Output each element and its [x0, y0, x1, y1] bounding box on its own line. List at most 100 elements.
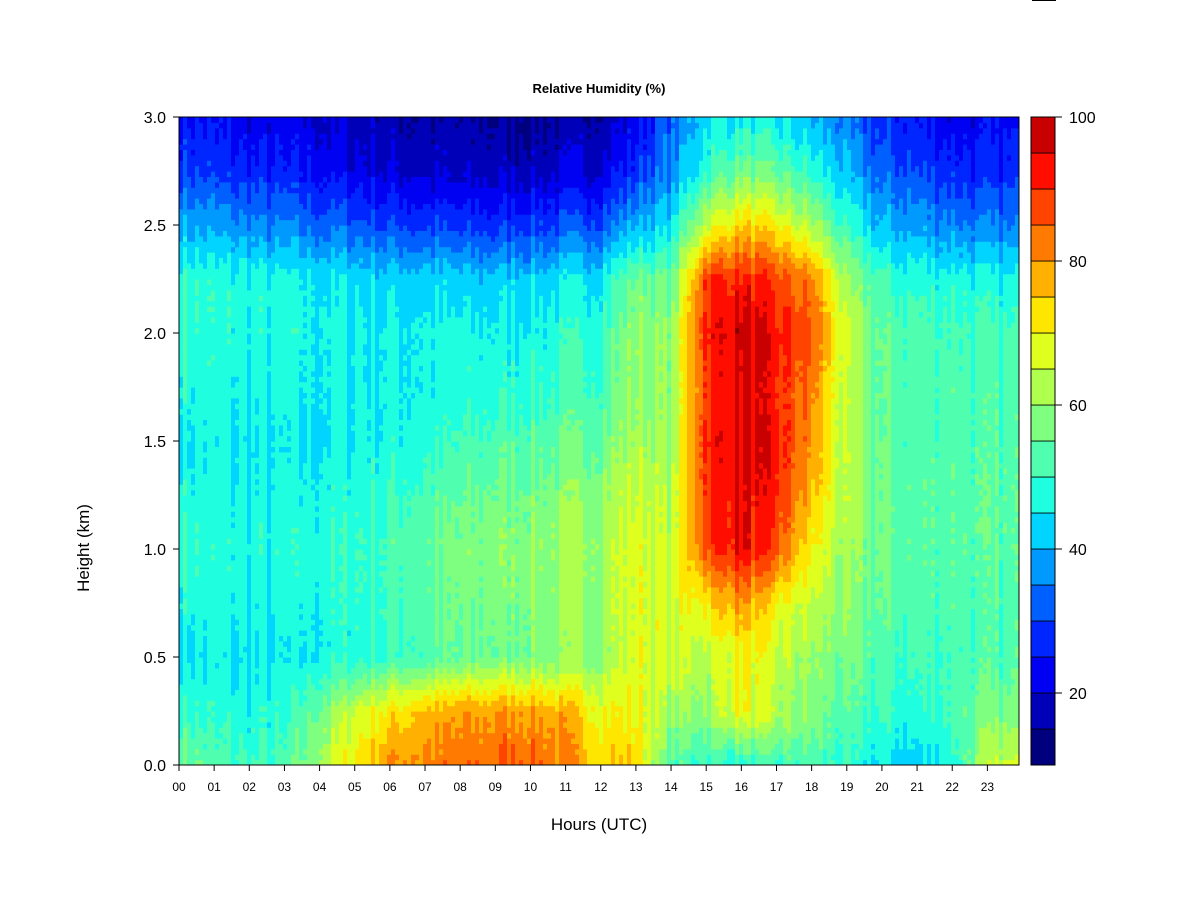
heatmap-cell — [259, 279, 264, 285]
heatmap-cell — [191, 360, 196, 366]
heatmap-cell — [295, 117, 300, 123]
heatmap-cell — [307, 133, 312, 140]
heatmap-cell — [299, 635, 304, 642]
heatmap-cell — [271, 586, 276, 593]
heatmap-cell — [179, 457, 184, 464]
heatmap-cell — [219, 651, 224, 658]
heatmap-cell — [319, 214, 324, 221]
heatmap-cell — [223, 273, 228, 280]
heatmap-cell — [287, 289, 292, 296]
heatmap-cell — [183, 176, 188, 183]
heatmap-cell — [259, 495, 264, 501]
heatmap-cell — [235, 198, 240, 204]
heatmap-cell — [339, 203, 344, 210]
heatmap-cell — [303, 484, 308, 491]
heatmap-cell — [231, 549, 236, 555]
heatmap-cell — [331, 289, 336, 296]
heatmap-cell — [223, 122, 228, 129]
heatmap-cell — [323, 657, 328, 663]
heatmap-cell — [239, 635, 244, 642]
heatmap-cell — [339, 316, 344, 323]
heatmap-cell — [207, 219, 212, 226]
heatmap-cell — [259, 327, 264, 334]
heatmap-cell — [271, 176, 276, 183]
heatmap-cell — [343, 559, 348, 566]
heatmap-cell — [235, 133, 240, 140]
heatmap-cell — [267, 198, 272, 204]
heatmap-cell — [279, 349, 284, 356]
heatmap-cell — [339, 694, 344, 701]
heatmap-cell — [279, 684, 284, 690]
heatmap-cell — [215, 694, 220, 701]
heatmap-cell — [311, 392, 316, 399]
heatmap-cell — [323, 322, 328, 329]
heatmap-cell — [183, 252, 188, 258]
heatmap-cell — [251, 279, 256, 285]
heatmap-cell — [223, 759, 228, 765]
heatmap-cell — [299, 376, 304, 383]
heatmap-cell — [323, 473, 328, 480]
heatmap-cell — [231, 592, 236, 599]
heatmap-cell — [219, 154, 224, 161]
heatmap-cell — [251, 306, 256, 312]
heatmap-cell — [219, 743, 224, 750]
heatmap-cell — [247, 354, 252, 361]
heatmap-cell — [331, 144, 336, 150]
heatmap-cell — [263, 176, 268, 183]
heatmap-cell — [339, 187, 344, 194]
heatmap-cell — [303, 327, 308, 334]
heatmap-cell — [331, 511, 336, 518]
heatmap-cell — [295, 586, 300, 593]
heatmap-cell — [331, 689, 336, 696]
heatmap-cell — [299, 613, 304, 620]
heatmap-cell — [319, 160, 324, 167]
heatmap-cell — [255, 133, 260, 140]
heatmap-cell — [339, 446, 344, 453]
heatmap-cell — [255, 273, 260, 280]
heatmap-cell — [187, 235, 192, 242]
heatmap-cell — [239, 630, 244, 636]
heatmap-cell — [227, 387, 232, 393]
heatmap-cell — [215, 181, 220, 188]
heatmap-cell — [259, 117, 264, 123]
heatmap-cell — [271, 451, 276, 458]
heatmap-cell — [191, 154, 196, 161]
heatmap-cell — [203, 360, 208, 366]
heatmap-cell — [323, 284, 328, 291]
heatmap-cell — [211, 354, 216, 361]
heatmap-cell — [219, 333, 224, 339]
heatmap-cell — [259, 300, 264, 307]
heatmap-cell — [291, 748, 296, 755]
heatmap-cell — [235, 408, 240, 415]
heatmap-cell — [191, 554, 196, 561]
heatmap-cell — [183, 700, 188, 707]
heatmap-cell — [295, 559, 300, 566]
heatmap-cell — [315, 603, 320, 609]
heatmap-cell — [299, 343, 304, 350]
heatmap-cell — [215, 117, 220, 123]
heatmap-cell — [283, 522, 288, 528]
heatmap-cell — [331, 219, 336, 226]
heatmap-cell — [219, 500, 224, 507]
heatmap-cell — [227, 468, 232, 474]
heatmap-cell — [187, 759, 192, 765]
heatmap-cell — [275, 705, 280, 712]
heatmap-cell — [183, 732, 188, 739]
heatmap-cell — [303, 154, 308, 161]
heatmap-cell — [335, 522, 340, 528]
heatmap-cell — [227, 408, 232, 415]
heatmap-cell — [255, 241, 260, 248]
heatmap-cell — [275, 738, 280, 744]
heatmap-cell — [239, 462, 244, 469]
heatmap-cell — [307, 538, 312, 545]
heatmap-cell — [343, 727, 348, 734]
heatmap-cell — [331, 176, 336, 183]
heatmap-cell — [251, 122, 256, 129]
heatmap-cell — [291, 419, 296, 426]
heatmap-cell — [207, 165, 212, 172]
heatmap-cell — [187, 219, 192, 226]
heatmap-cell — [183, 543, 188, 550]
heatmap-cell — [187, 694, 192, 701]
heatmap-cell — [307, 138, 312, 145]
heatmap-cell — [191, 370, 196, 377]
